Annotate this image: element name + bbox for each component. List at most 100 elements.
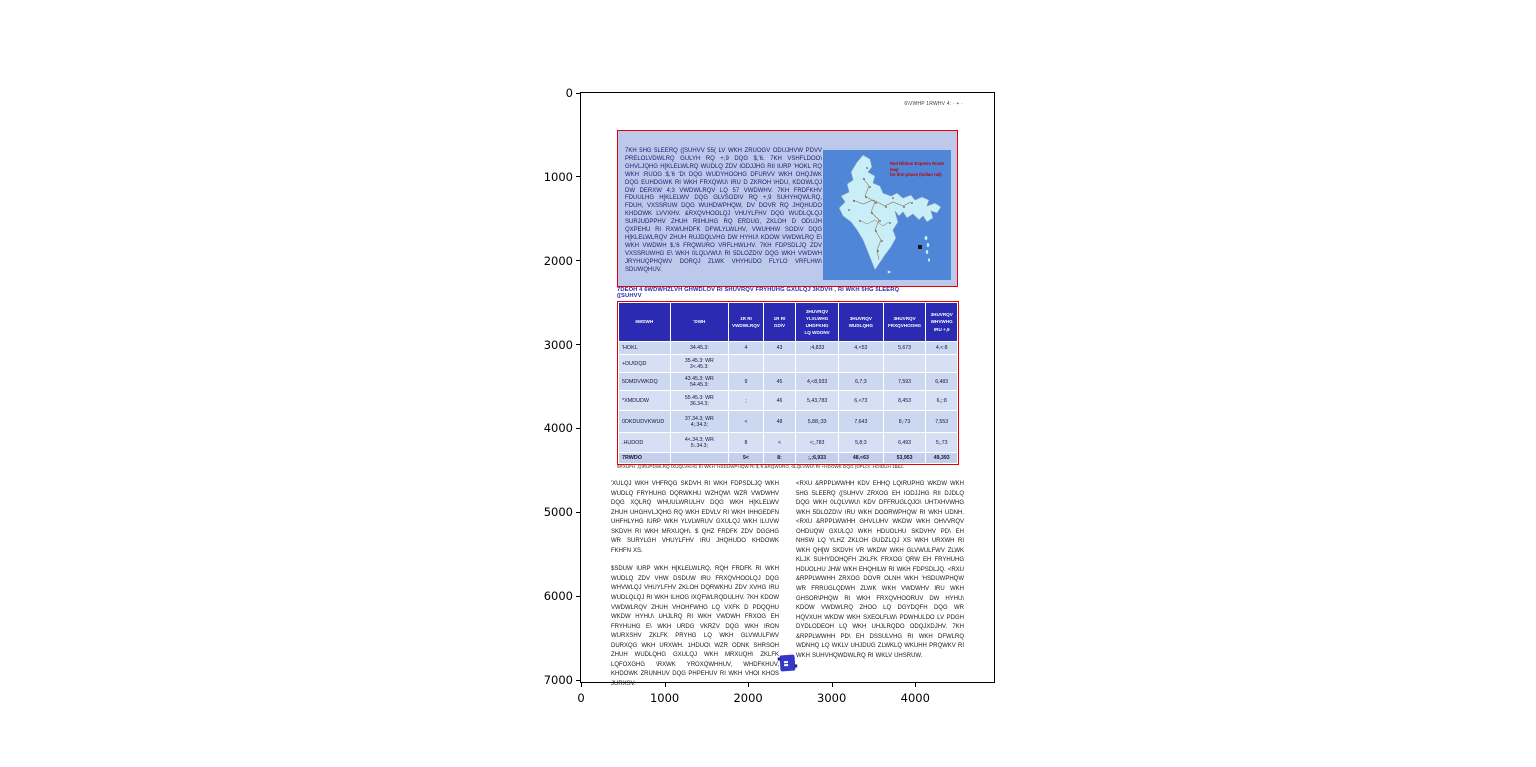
y-tick — [576, 92, 580, 94]
cell-date — [669, 452, 730, 464]
cell-value: < — [728, 410, 764, 433]
cell-date: 55.45.3: WR 36.34.3; — [669, 390, 730, 411]
body-text-left-column: 'XULQJ WKH VHFRQG SKDVH RI WKH FDPSDLJQ … — [611, 480, 779, 698]
table-row: 5DMDVWKDQ 43.45.3: WR 54.45.3: 9 45 4,<8… — [618, 372, 958, 391]
cell-value: <;,783 — [795, 432, 839, 453]
table-total-row: 7RWDO 5< 8: ;,;6,933 48,<63 53,953 49,39… — [618, 452, 958, 464]
india-map-graphic — [823, 150, 951, 280]
cell-value — [925, 354, 958, 373]
x-tick — [580, 683, 582, 687]
col-header: 3HUVRQV YLVLWHG UHDFKHG LQ WDONV — [795, 302, 839, 342]
cell-value — [795, 354, 839, 373]
cell-value: 5,88,;33 — [795, 410, 839, 433]
table-row: *XMDUDW 55.45.3: WR 36.34.3; ; 46 5,43,7… — [618, 390, 958, 411]
india-route-map: Red Ribbon Express Route map for first p… — [823, 150, 951, 280]
intro-paragraph: 7KH 5HG 5LEERQ ([SUHVV 55( LV WKH ZRUOGV… — [625, 148, 822, 273]
y-tick — [576, 679, 580, 681]
map-caption-line2: for first phase (Indian rail) — [890, 172, 942, 178]
x-tick — [664, 683, 666, 687]
cell-value: 6,7;3 — [837, 372, 884, 391]
y-tick — [576, 260, 580, 262]
cell-value: ;,;6,933 — [795, 452, 839, 464]
cell-value — [728, 354, 764, 373]
paragraph: $SDUW IURP WKH H[KLELWLRQ, RQH FRDFK RI … — [611, 566, 779, 687]
scanned-document-page: 6\VWHP 1RWHV 4: · + · 7KH 5HG 5LEERQ ([S… — [581, 93, 994, 687]
cell-value: 9 — [728, 372, 764, 391]
india-outline — [838, 154, 942, 271]
cell-date: 43.45.3: WR 54.45.3: — [669, 372, 730, 391]
y-tick — [576, 595, 580, 597]
cell-value: 6,;:8 — [925, 390, 958, 411]
cell-value: 48,<63 — [837, 452, 884, 464]
map-caption-line1: Red Ribbon Express Route map — [890, 161, 944, 172]
cell-total-label: 7RWDO — [618, 452, 671, 464]
cell-value: 8 — [728, 432, 764, 453]
table-row: .HUDOD 4<.34.3; WR 5:.34.3; 8 < <;,783 5… — [618, 432, 958, 453]
cell-value: 8,:73 — [882, 410, 927, 433]
cell-value: 7,593 — [882, 372, 927, 391]
y-tick-label: 5000 — [543, 505, 573, 520]
cell-value: 6,493 — [882, 432, 927, 453]
cell-date: 34.45.3: — [669, 341, 730, 355]
matplotlib-axes: 0 1000 2000 3000 4000 5000 6000 7000 0 1… — [544, 87, 995, 704]
y-tick-label: 1000 — [543, 169, 573, 184]
cell-state: *XMDUDW — [618, 390, 671, 411]
cell-state: 0DKDUDVKWUD — [618, 410, 671, 433]
cell-value: ; — [728, 390, 764, 411]
col-header: 1R RI GD\V — [762, 302, 797, 342]
y-tick — [576, 344, 580, 346]
col-header: 3HUVRQV WUDLQHG — [837, 302, 884, 342]
blue-stamp-icon — [777, 654, 798, 672]
cell-state: 5DMDVWKDQ — [618, 372, 671, 391]
y-tick-label: 0 — [565, 86, 573, 100]
y-tick-label: 2000 — [543, 253, 573, 268]
page-header-note: 6\VWHP 1RWHV 4: · + · — [904, 101, 963, 107]
x-tick-label: 3000 — [817, 691, 847, 705]
cell-value: 5,673 — [882, 341, 927, 355]
intro-red-box: 7KH 5HG 5LEERQ ([SUHVV 55( LV WKH ZRUOGV… — [617, 130, 958, 287]
cell-value: 4 — [728, 341, 764, 355]
col-header: 1R RI VWDWLRQV — [728, 302, 764, 342]
cell-value: 8: — [762, 452, 797, 464]
y-tick-label: 4000 — [543, 421, 573, 436]
table-row: +DU\DQD 35.45.3: WR 3<.45.3: — [618, 354, 958, 373]
table-row: 'HOKL 34.45.3: 4 43 ;4,833 4,<53 5,673 4… — [618, 341, 958, 355]
y-tick-label: 6000 — [543, 589, 573, 604]
cell-date: 37.34.3; WR 4;.34.3; — [669, 410, 730, 433]
y-tick-label: 3000 — [543, 337, 573, 352]
y-tick — [576, 511, 580, 513]
table-caption: 7DEOH 4 6WDWHZLVH GHWDLOV RI SHUVRQV FRY… — [617, 287, 900, 299]
cell-value: 5,43,783 — [795, 390, 839, 411]
cell-value: 8,453 — [882, 390, 927, 411]
cell-state: .HUDOD — [618, 432, 671, 453]
cell-value: 49,393 — [925, 452, 958, 464]
x-tick — [915, 683, 917, 687]
paragraph: <RXU &RPPLWWHH KDV EHHQ LQIRUPHG WKDW WK… — [796, 481, 964, 659]
body-text-right-column: <RXU &RPPLWWHH KDV EHHQ LQIRUPHG WKDW WK… — [796, 480, 964, 670]
col-header: 'DWH — [669, 302, 730, 342]
cell-date: 4<.34.3; WR 5:.34.3; — [669, 432, 730, 453]
col-header: 3HUVRQV FRXQVHOOHG — [882, 302, 927, 342]
table-header-row: 6WDWH 'DWH 1R RI VWDWLRQV 1R RI GD\V 3HU… — [618, 302, 958, 342]
cell-state: +DU\DQD — [618, 354, 671, 373]
x-tick-label: 2000 — [733, 691, 763, 705]
x-tick — [831, 683, 833, 687]
map-caption: Red Ribbon Express Route map for first p… — [890, 161, 948, 178]
x-tick-label: 4000 — [900, 691, 930, 705]
cell-value: < — [762, 432, 797, 453]
map-legend-marker — [918, 245, 922, 249]
y-tick-label: 7000 — [543, 673, 573, 687]
cell-date: 35.45.3: WR 3<.45.3: — [669, 354, 730, 373]
cell-value: 7,643 — [837, 410, 884, 433]
cell-value: 7,553 — [925, 410, 958, 433]
cell-value: ;4,833 — [795, 341, 839, 355]
cell-value: 4,<8,933 — [795, 372, 839, 391]
cell-value: 5< — [728, 452, 764, 464]
y-tick — [576, 427, 580, 429]
x-tick-label: 1000 — [649, 691, 680, 705]
cell-value — [882, 354, 927, 373]
cell-value — [837, 354, 884, 373]
x-tick — [748, 683, 750, 687]
table-row: 0DKDUDVKWUD 37.34.3; WR 4;.34.3; < 48 5,… — [618, 410, 958, 433]
